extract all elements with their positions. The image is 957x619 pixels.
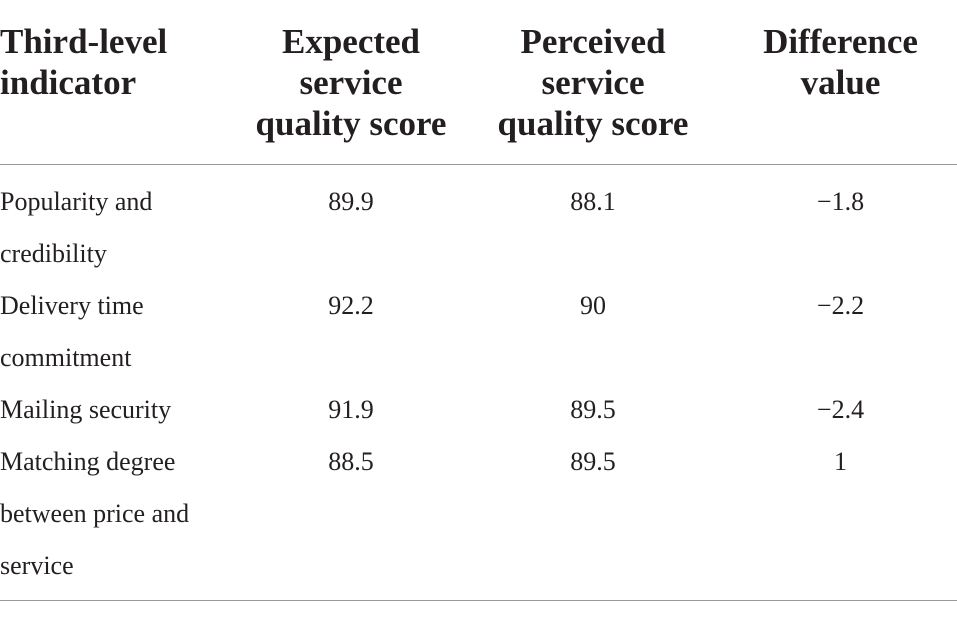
table-row: Delivery time commitment 92.2 90 −2.2 [0,280,957,384]
cell-difference: −2.2 [816,291,865,320]
header-line: Perceived [520,22,666,61]
cell-indicator: Matching degree between price and servic… [0,447,190,580]
cell-perceived: 89.5 [570,447,616,476]
header-line: value [800,63,881,102]
header-line: Expected [281,22,421,61]
header-difference-value: Difference value [724,0,957,165]
header-line: service [541,63,645,102]
header-line: service [299,63,403,102]
table-row: Popularity and credibility 89.9 88.1 −1.… [0,165,957,281]
table-row: Matching degree between price and servic… [0,436,957,611]
header-row: Third-level indicator Expected service q… [0,0,957,165]
cell-difference: 1 [834,447,847,476]
header-line: Difference [763,22,918,61]
header-line: quality score [497,104,689,143]
cell-difference: −2.4 [816,395,865,424]
cell-perceived: 90 [580,291,606,320]
header-third-level-indicator: Third-level indicator [0,0,240,165]
table-row: Mailing security 91.9 89.5 −2.4 [0,384,957,436]
header-line: Third-level [0,22,168,61]
table-header: Third-level indicator Expected service q… [0,0,957,165]
header-line: indicator [0,63,137,102]
cell-indicator: Mailing security [0,395,172,424]
cell-indicator: Delivery time commitment [0,291,144,372]
cell-difference: −1.8 [816,187,865,216]
header-perceived-score: Perceived service quality score [462,0,724,165]
cell-perceived: 89.5 [570,395,616,424]
cell-expected: 89.9 [328,187,374,216]
cell-expected: 88.5 [328,447,374,476]
table-body: Popularity and credibility 89.9 88.1 −1.… [0,165,957,612]
table-bottom-rule [0,600,957,601]
cell-expected: 91.9 [328,395,374,424]
cell-indicator: Popularity and credibility [0,187,153,268]
header-line: quality score [255,104,447,143]
header-expected-score: Expected service quality score [240,0,462,165]
cell-perceived: 88.1 [570,187,616,216]
cell-expected: 92.2 [328,291,374,320]
